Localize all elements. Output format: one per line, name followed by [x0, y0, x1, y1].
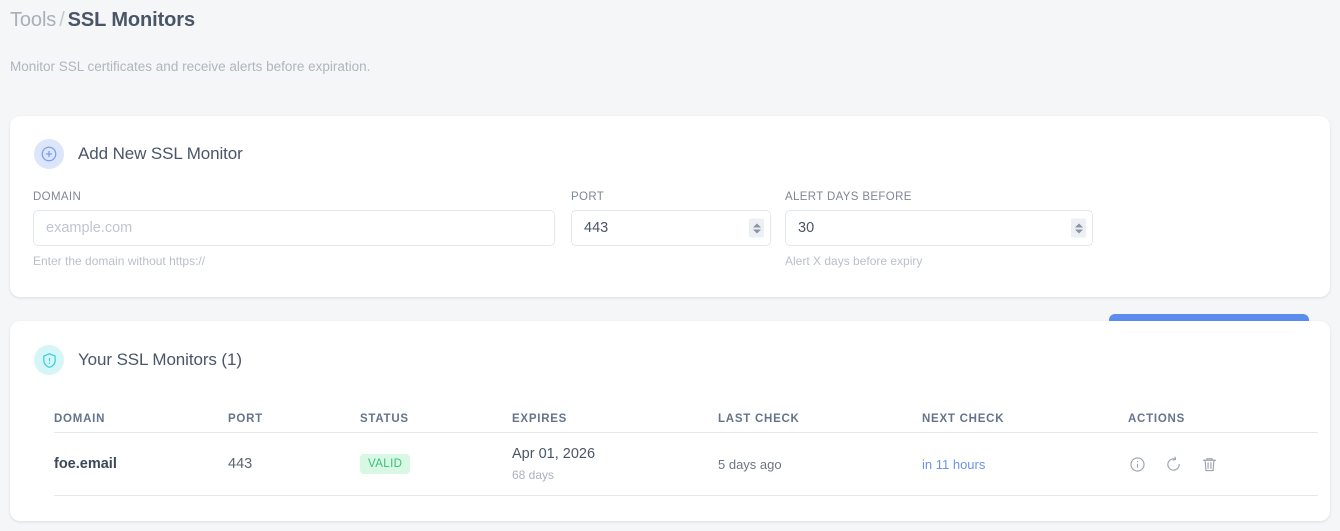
monitors-list-card-header: Your SSL Monitors (1) [10, 321, 1330, 375]
info-icon[interactable] [1128, 455, 1146, 473]
add-monitor-title: Add New SSL Monitor [78, 144, 243, 163]
column-header-actions: ACTIONS [1128, 412, 1185, 425]
add-monitor-card: Add New SSL Monitor DOMAIN Enter the dom… [10, 116, 1330, 352]
cell-expires: Apr 01, 2026 68 days [512, 445, 718, 484]
monitors-list-card: Your SSL Monitors (1) DOMAIN PORT STATUS… [10, 321, 1330, 521]
shield-icon [34, 345, 64, 375]
cell-domain: foe.email [54, 456, 117, 472]
refresh-icon[interactable] [1164, 455, 1182, 473]
column-header-last-check: LAST CHECK [718, 412, 800, 425]
breadcrumb: Tools / SSL Monitors [10, 5, 195, 35]
breadcrumb-parent[interactable]: Tools [10, 9, 57, 31]
expires-days-remaining: 68 days [512, 467, 555, 482]
breadcrumb-separator: / [59, 9, 65, 31]
alert-days-label: ALERT DAYS BEFORE [785, 191, 912, 203]
trash-icon[interactable] [1200, 455, 1218, 473]
alert-days-input[interactable] [785, 210, 1093, 246]
domain-hint: Enter the domain without https:// [33, 254, 206, 268]
column-header-status: STATUS [360, 412, 409, 425]
domain-input[interactable] [33, 210, 555, 246]
column-header-domain: DOMAIN [54, 412, 106, 425]
page-subtitle: Monitor SSL certificates and receive ale… [10, 59, 371, 74]
add-monitor-card-header: Add New SSL Monitor [10, 116, 1330, 169]
monitors-table: DOMAIN PORT STATUS EXPIRES LAST CHECK NE… [54, 405, 1318, 496]
status-badge: VALID [360, 454, 411, 474]
column-header-expires: EXPIRES [512, 412, 568, 425]
domain-field-group: DOMAIN Enter the domain without https:// [33, 191, 555, 268]
alert-days-input-wrapper [785, 210, 1093, 246]
cell-port: 443 [228, 456, 253, 472]
column-header-port: PORT [228, 412, 263, 425]
table-row: foe.email 443 VALID Apr 01, 2026 68 days… [54, 433, 1318, 496]
page-title: SSL Monitors [67, 9, 195, 31]
port-input[interactable] [571, 210, 771, 246]
port-label: PORT [571, 191, 605, 203]
alert-days-hint: Alert X days before expiry [785, 254, 923, 268]
column-header-next-check: NEXT CHECK [922, 412, 1005, 425]
cell-actions [1128, 455, 1318, 473]
domain-label: DOMAIN [33, 191, 82, 203]
cell-next-check[interactable]: in 11 hours [922, 456, 986, 472]
monitors-list-title: Your SSL Monitors (1) [78, 350, 242, 369]
add-monitor-form: DOMAIN Enter the domain without https://… [10, 191, 1330, 352]
plus-circle-icon [34, 139, 64, 169]
expires-date: Apr 01, 2026 [512, 445, 596, 462]
alert-days-field-group: ALERT DAYS BEFORE Alert X days before ex… [785, 191, 1093, 268]
port-input-wrapper [571, 210, 771, 246]
cell-status: VALID [360, 454, 512, 474]
table-header-row: DOMAIN PORT STATUS EXPIRES LAST CHECK NE… [54, 405, 1318, 433]
cell-last-check: 5 days ago [718, 456, 782, 472]
port-field-group: PORT [571, 191, 771, 246]
